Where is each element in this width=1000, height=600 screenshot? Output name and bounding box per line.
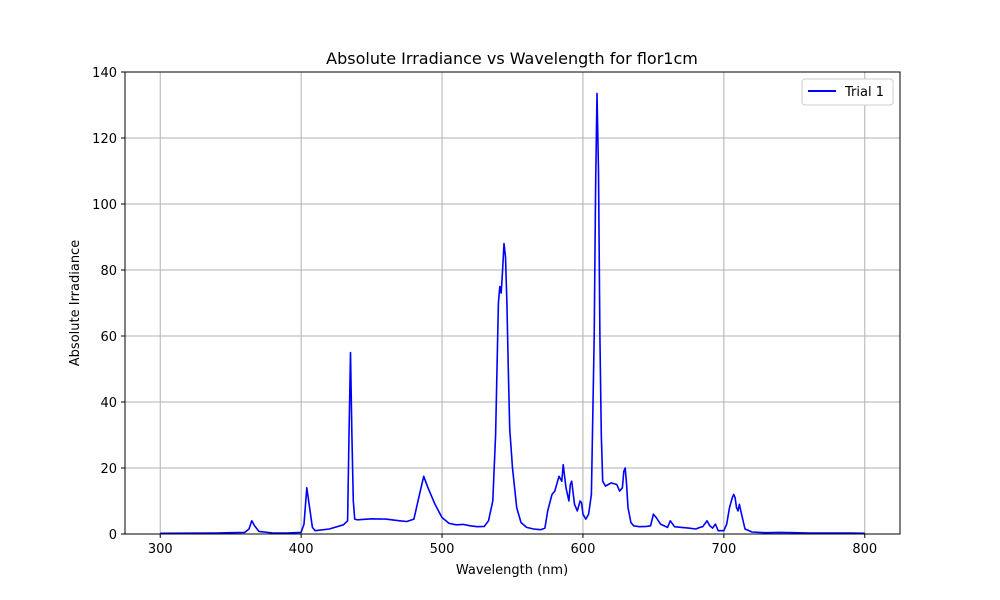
x-tick-label: 400: [289, 542, 314, 557]
legend-box: [801, 78, 894, 106]
y-tick-label: 60: [100, 330, 117, 345]
series-group: [160, 92, 865, 535]
x-tick-label: 500: [430, 542, 455, 557]
x-axis-label: Wavelength (nm): [456, 563, 568, 578]
y-tick-label: 40: [100, 396, 117, 411]
series-line-trial-1: [160, 92, 865, 535]
x-tick-label: 600: [571, 542, 596, 557]
y-tick-label: 20: [100, 462, 117, 477]
plot-frame: [124, 71, 901, 535]
axis-ticks: 300 400 500 600 700 800 0 20 40 60 80 100 120 140: [92, 66, 877, 557]
y-tick-label: 100: [92, 198, 117, 213]
x-tick-label: 800: [852, 542, 877, 557]
x-tick-label: 300: [148, 542, 173, 557]
y-tick-label: 120: [92, 132, 117, 147]
y-axis-label: Absolute Irradiance: [68, 240, 83, 366]
legend: Trial 1: [801, 78, 894, 106]
y-tick-label: 0: [109, 528, 117, 543]
y-tick-label: 140: [92, 66, 117, 81]
x-tick-label: 700: [711, 542, 736, 557]
y-tick-label: 80: [100, 264, 117, 279]
chart-title: Absolute Irradiance vs Wavelength for fl…: [326, 49, 698, 68]
legend-label-trial-1: Trial 1: [844, 85, 884, 100]
